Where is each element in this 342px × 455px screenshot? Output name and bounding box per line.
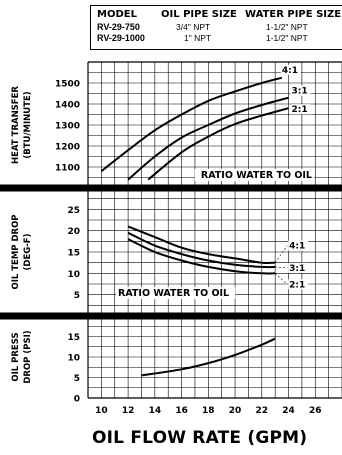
table-cell-model-2: RV-29-1000 (97, 33, 145, 43)
series-lines (100, 76, 289, 377)
table-cell-water-2: 1-1/2" NPT (266, 33, 308, 43)
label-bg (288, 240, 309, 251)
y-tick-label: 20 (67, 313, 80, 323)
label-bg (288, 262, 309, 273)
y-tick-label: 10 (67, 354, 80, 364)
table-cell-oil-1: 3/4" NPT (176, 22, 211, 32)
x-tick-label: 18 (202, 406, 215, 416)
series-label-3-to-1: 3:1 (289, 264, 305, 274)
table-header-water-pipe: WATER PIPE SIZE (245, 9, 342, 20)
x-tick-label: 22 (256, 406, 269, 416)
performance-chart: 1000 1100 1200 1300 1400 1500 5 10 15 20 25 0 5 10 15 2… (0, 61, 342, 417)
y-tick-label: 1500 (55, 80, 80, 90)
y-axis-title: OIL TEMP DROP (11, 214, 21, 289)
y-axis-title: DROP (PSI) (23, 330, 33, 383)
y-tick-label: 15 (67, 333, 80, 343)
ratio-annotation: RATIO WATER TO OIL (118, 288, 229, 299)
series-labels: 4:1 3:1 2:1 4:1 3:1 2:1 (274, 64, 311, 290)
y-tick-label: 0 (74, 395, 80, 405)
panel-separators (0, 61, 342, 399)
y-tick-label: 20 (67, 227, 80, 237)
table-cell-oil-2: 1" NPT (184, 33, 212, 43)
x-tick-label: 12 (122, 406, 135, 416)
tick-labels: 1000 1100 1200 1300 1400 1500 5 10 15 20 25 0 5 10 15 2… (55, 80, 322, 417)
series-label-2-to-1: 2:1 (292, 105, 308, 115)
label-bg (290, 104, 311, 115)
series-line-psi (141, 337, 276, 377)
x-tick-label: 26 (309, 406, 322, 416)
y-tick-label: 10 (67, 270, 80, 280)
y-tick-label: 1200 (55, 143, 80, 153)
table-cell-model-1: RV-29-750 (97, 22, 140, 32)
leader-line (274, 273, 288, 285)
y-axis-title: (DEG-F) (23, 233, 33, 270)
series-label-3-to-1: 3:1 (292, 87, 308, 97)
spec-table: MODEL OIL PIPE SIZE WATER PIPE SIZE RV-2… (90, 5, 342, 50)
y-tick-label: 1300 (55, 122, 80, 132)
series-label-4-to-1: 4:1 (282, 66, 298, 76)
y-axis-title: (BTU/MINUTE) (23, 91, 33, 158)
y-tick-label: 1100 (55, 164, 80, 174)
x-axis-title: OIL FLOW RATE (GPM) (92, 428, 308, 448)
x-tick-label: 20 (229, 406, 242, 416)
table-header-oil-pipe: OIL PIPE SIZE (161, 9, 237, 20)
y-tick-label: 1400 (55, 101, 80, 111)
series-line-2-to-1 (147, 107, 289, 181)
series-line-4-to-1 (127, 225, 276, 265)
leader-line (274, 245, 288, 263)
y-axis-title: OIL PRESS (11, 332, 21, 381)
x-tick-label: 16 (175, 406, 188, 416)
panel-separator (0, 184, 342, 192)
series-label-4-to-1: 4:1 (289, 242, 305, 252)
series-label-2-to-1: 2:1 (289, 280, 305, 290)
x-tick-label: 14 (149, 406, 162, 416)
x-tick-label: 10 (95, 406, 108, 416)
y-tick-label: 1000 (55, 185, 80, 195)
annotation-bg (194, 169, 314, 181)
series-line-3-to-1 (127, 231, 276, 269)
series-line-2-to-1 (127, 238, 276, 275)
y-tick-label: 15 (67, 249, 80, 259)
table-cell-water-1: 1-1/2" NPT (266, 22, 308, 32)
leader-line (275, 266, 288, 269)
y-tick-label: 5 (74, 291, 80, 301)
table-header-model: MODEL (97, 9, 137, 20)
annotations: RATIO WATER TO OIL RATIO WATER TO OIL (116, 169, 314, 299)
series-line-4-to-1 (100, 76, 283, 172)
label-bg (288, 279, 309, 290)
ratio-annotation: RATIO WATER TO OIL (201, 170, 312, 181)
y-tick-label: 5 (74, 374, 80, 384)
y-axis-title: HEAT TRANSFER (11, 86, 21, 164)
y-axis-titles: HEAT TRANSFER (BTU/MINUTE) OIL TEMP DROP (D… (11, 86, 33, 384)
series-line-3-to-1 (127, 96, 289, 181)
label-bg (280, 64, 301, 75)
annotation-bg (116, 287, 236, 299)
x-tick-label: 24 (282, 406, 295, 416)
label-bg (290, 85, 311, 96)
panel-separator (0, 312, 342, 320)
y-tick-label: 25 (67, 206, 80, 216)
